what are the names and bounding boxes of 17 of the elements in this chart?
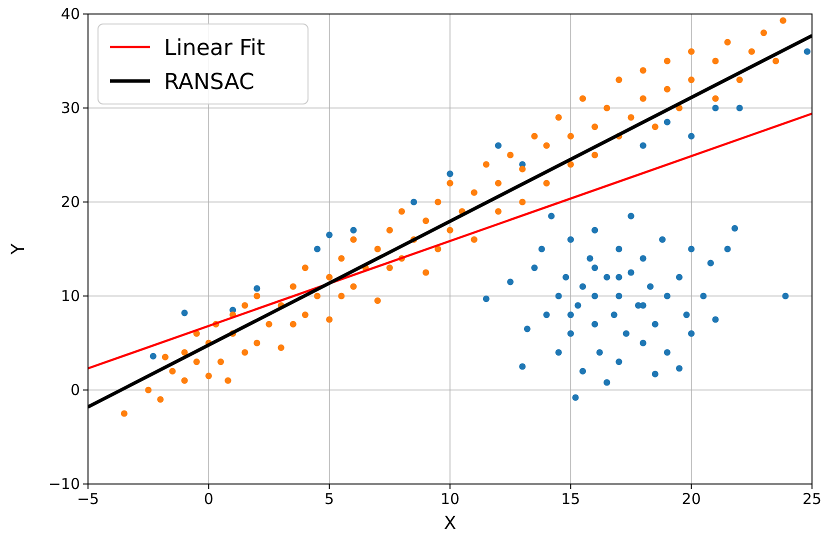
x-tick-label: 10 — [440, 490, 460, 508]
y-axis-title: Y — [8, 242, 29, 256]
x-tick-label: 15 — [561, 490, 580, 508]
y-tick-label: 30 — [60, 99, 80, 117]
y-tick-label: 10 — [60, 287, 80, 305]
legend-label: Linear Fit — [164, 36, 266, 61]
x-tick-label: 5 — [324, 490, 334, 508]
y-tick-label: 40 — [60, 5, 80, 23]
x-tick-label: 0 — [204, 490, 214, 508]
y-tick-label: 20 — [60, 193, 80, 211]
x-tick-label: 20 — [682, 490, 701, 508]
legend-label: RANSAC — [164, 70, 254, 95]
y-tick-label: −10 — [48, 475, 80, 493]
x-tick-label: −5 — [76, 490, 100, 508]
x-axis-title: X — [444, 513, 456, 534]
x-tick-label: 25 — [802, 490, 822, 508]
y-tick-label: 0 — [70, 381, 80, 399]
